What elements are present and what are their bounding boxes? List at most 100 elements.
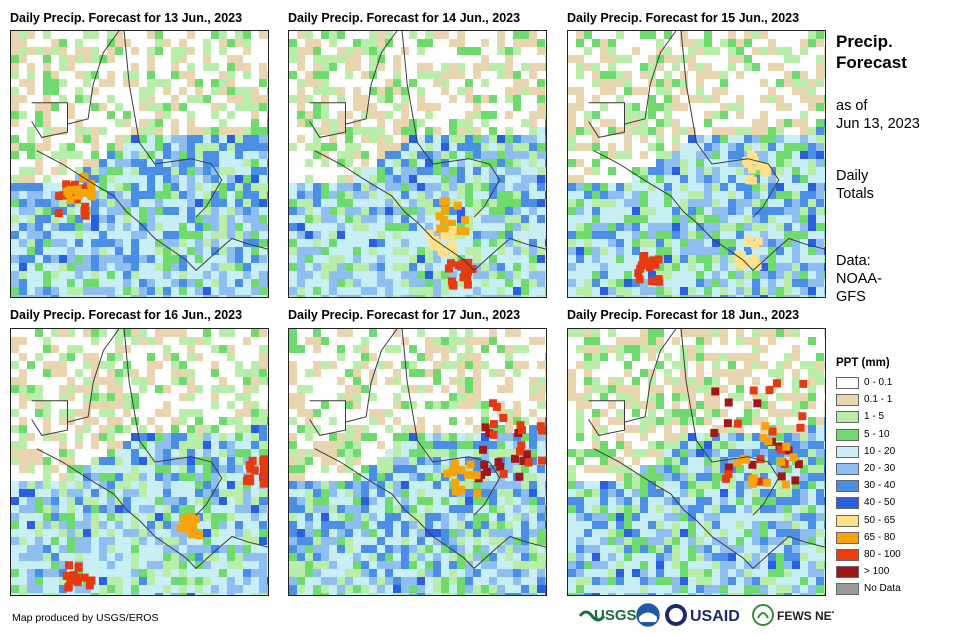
legend-swatch <box>836 445 859 458</box>
heavy-rain-cell <box>711 387 720 396</box>
heavy-rain-cell <box>451 478 460 487</box>
heavy-rain-cell <box>66 196 75 205</box>
heavy-rain-cell <box>772 379 781 388</box>
legend-label: 5 - 10 <box>864 428 890 440</box>
heavy-rain-cell <box>463 280 472 289</box>
legend-label: 20 - 30 <box>864 462 896 474</box>
legend-label: 65 - 80 <box>864 531 896 543</box>
heavy-rain-cell <box>260 460 268 469</box>
coastline <box>680 329 780 516</box>
heavy-rain-cell <box>80 573 89 582</box>
usaid-logo-text: USAID <box>690 608 740 625</box>
heavy-rain-cell <box>188 530 197 539</box>
heavy-rain-cell <box>764 437 773 446</box>
border-line <box>31 400 68 436</box>
data-line2: NOAA- <box>836 271 882 287</box>
heavy-rain-cell <box>65 561 74 570</box>
totals-line1: Daily <box>836 168 869 184</box>
heavy-rain-cell <box>765 386 774 395</box>
heavy-rain-cell <box>743 159 752 168</box>
coastline <box>123 31 223 218</box>
heavy-rain-cell <box>749 386 758 395</box>
heavy-rain-cell <box>66 186 75 195</box>
heavy-rain-cell <box>73 578 82 587</box>
heavy-rain-cell <box>245 474 254 483</box>
heavy-rain-cell <box>776 445 785 454</box>
heavy-rain-cell <box>517 425 526 434</box>
heavy-rain-cell <box>444 264 453 273</box>
heavy-rain-cell <box>425 229 434 238</box>
heavy-rain-cell <box>538 426 546 435</box>
panel-title-2: Daily Precip. Forecast for 14 Jun., 2023 <box>288 11 521 25</box>
heavy-rain-cell <box>444 225 453 234</box>
heavy-rain-cell <box>482 467 491 476</box>
heavy-rain-cell <box>494 458 503 467</box>
legend-label: > 100 <box>864 566 890 578</box>
border-line <box>309 400 346 436</box>
heavy-rain-cell <box>79 188 88 197</box>
heavy-rain-cell <box>435 212 444 221</box>
heavy-rain-cell <box>191 515 200 524</box>
heavy-rain-cell <box>748 460 757 469</box>
precip-map-2 <box>288 30 547 298</box>
heavy-rain-cell <box>250 466 259 475</box>
heavy-rain-cell <box>777 457 786 466</box>
heavy-rain-cell <box>448 219 457 228</box>
coastline <box>314 448 546 570</box>
heavy-rain-cell <box>55 192 64 201</box>
legend-swatch <box>836 583 859 596</box>
precip-map-4 <box>10 328 269 596</box>
heavy-rain-cell <box>448 468 457 477</box>
legend-label: 1 - 5 <box>864 411 885 423</box>
heavy-rain-cell <box>651 260 660 269</box>
heavy-rain-cell <box>81 184 90 193</box>
border-line <box>588 102 625 138</box>
legend-swatch <box>836 428 859 441</box>
heavy-rain-cell <box>180 515 189 524</box>
heavy-rain-cell <box>460 266 469 275</box>
heavy-rain-cell <box>81 211 90 220</box>
border-line <box>588 400 625 436</box>
totals-text: Daily Totals <box>836 167 874 203</box>
heavy-rain-cell <box>751 241 760 250</box>
heavy-rain-cell <box>440 232 449 241</box>
heavy-rain-cell <box>176 524 185 533</box>
totals-line2: Totals <box>836 186 874 202</box>
legend-swatch <box>836 411 859 424</box>
heavy-rain-cell <box>748 165 757 174</box>
legend-swatch <box>836 566 859 579</box>
legend-swatch <box>836 514 859 527</box>
heavy-rain-cell <box>443 469 452 478</box>
coastline <box>593 448 825 570</box>
precip-map-svg-5 <box>289 329 546 595</box>
heavy-rain-cell <box>459 259 468 268</box>
heavy-rain-cell <box>85 581 94 590</box>
coastline <box>401 31 501 218</box>
heavy-rain-cell <box>515 472 524 481</box>
heavy-rain-cell <box>710 428 719 437</box>
coastline <box>67 31 120 125</box>
coastline <box>67 329 120 423</box>
heavy-rain-cell <box>746 174 755 183</box>
heavy-rain-cell <box>756 477 765 486</box>
as-of-text: as of Jun 13, 2023 <box>836 97 920 133</box>
legend-swatch <box>836 480 859 493</box>
precip-grid <box>11 329 268 595</box>
legend-label: 10 - 20 <box>864 445 896 457</box>
legend-label: 0.1 - 1 <box>864 394 893 406</box>
heavy-rain-cell <box>759 434 768 443</box>
heavy-rain-cell <box>768 427 777 436</box>
heavy-rain-cell <box>798 412 807 421</box>
legend-label: 0 - 0.1 <box>864 377 893 388</box>
heavy-rain-cell <box>637 261 646 270</box>
heavy-rain-cell <box>246 464 255 473</box>
heavy-rain-cell <box>442 197 451 206</box>
heavy-rain-cell <box>451 459 460 468</box>
legend-label: 80 - 100 <box>864 548 901 560</box>
heavy-rain-cell <box>762 478 771 487</box>
coastline <box>680 31 780 218</box>
precip-map-6 <box>567 328 826 596</box>
legend-label: 50 - 65 <box>864 514 896 526</box>
heavy-rain-cell <box>429 242 438 251</box>
heavy-rain-cell <box>515 447 524 456</box>
